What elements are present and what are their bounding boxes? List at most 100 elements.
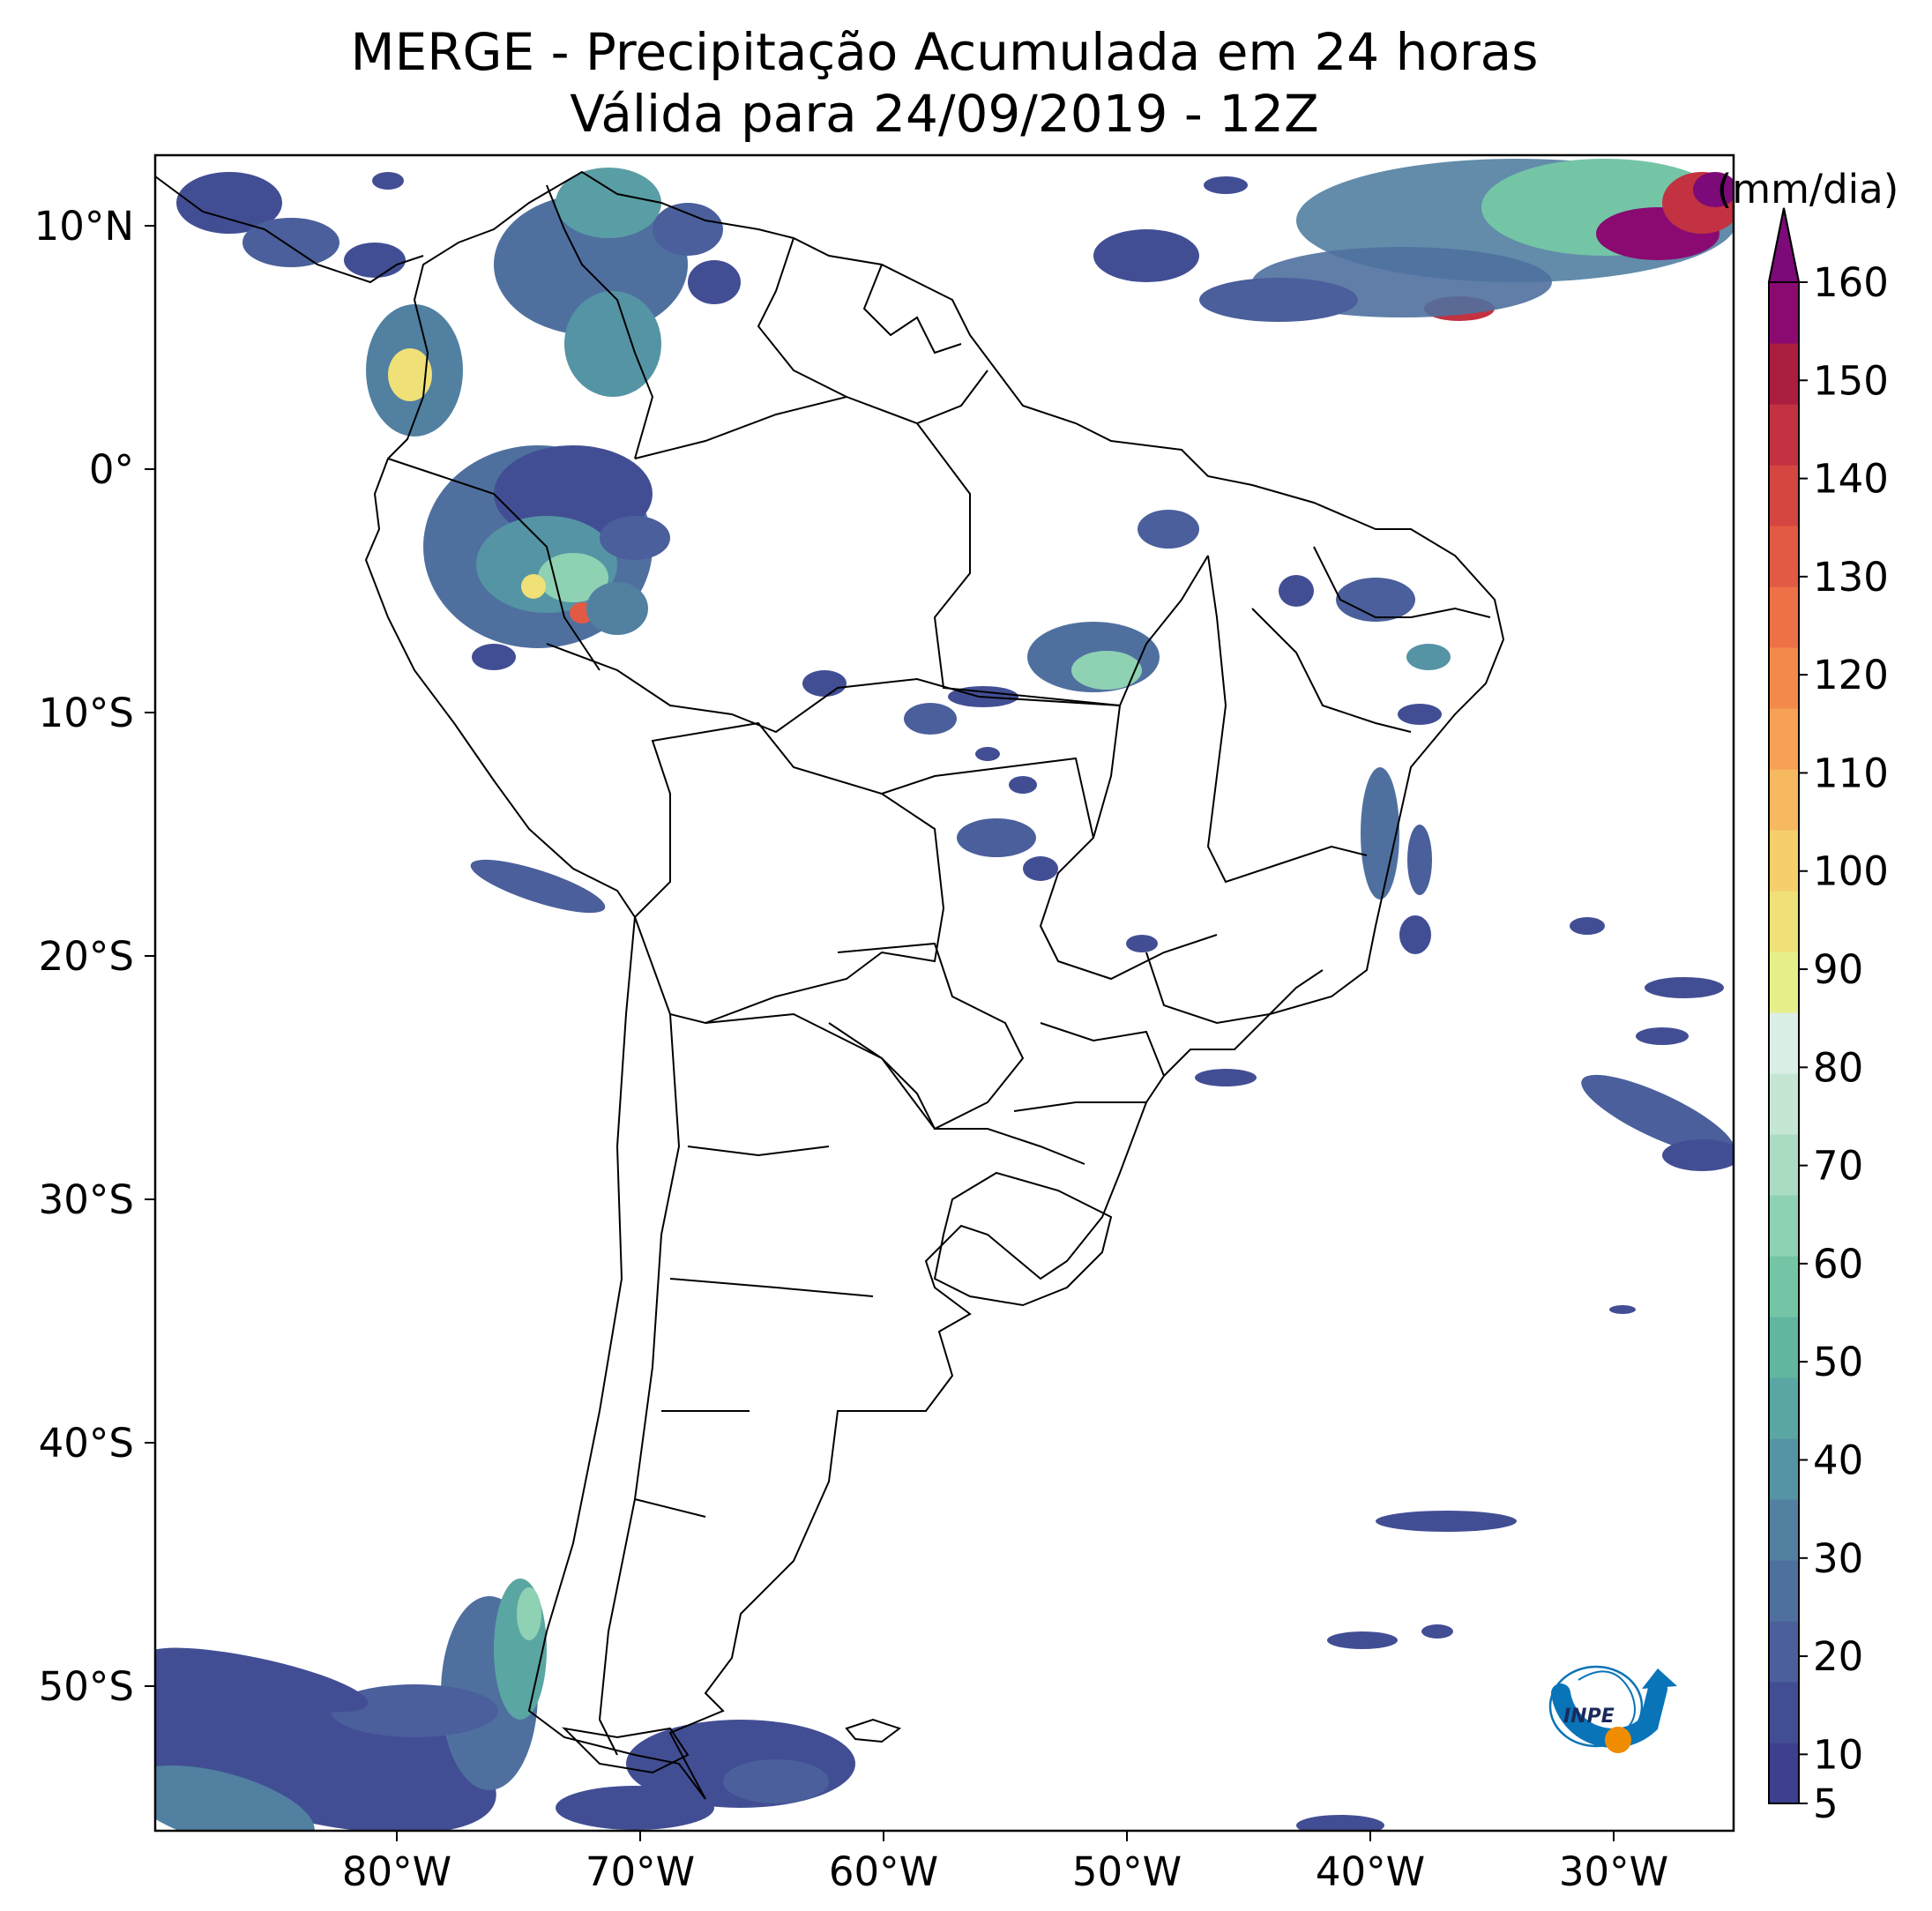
colorbar-segment <box>1769 1682 1799 1743</box>
border-peru-ecuador <box>387 458 600 671</box>
colorbar-tick-label: 60 <box>1813 1241 1863 1288</box>
lon-label-50w: 50°W <box>1072 1848 1182 1895</box>
rain-southern-ocean <box>155 1579 855 1831</box>
colorbar: 510 20 30 40 50 60 70 80 90 100 110 120 130 140 150 160… <box>1717 166 1899 1827</box>
lon-label-80w: 80°W <box>342 1848 451 1895</box>
colorbar-segments <box>1769 282 1799 1804</box>
colorbar-segment <box>1769 343 1799 405</box>
colorbar-extend-arrow <box>1767 207 1801 283</box>
colorbar-segment <box>1769 708 1799 770</box>
colorbar-tick-label: 20 <box>1813 1633 1863 1680</box>
colorbar-tick-label: 110 <box>1813 750 1889 796</box>
colorbar-segment <box>1769 282 1799 344</box>
rain-south-atlantic <box>1296 1074 1734 1831</box>
colorbar-segment <box>1769 647 1799 709</box>
border-uruguay <box>933 1171 1113 1307</box>
border-brazil-north <box>634 370 988 459</box>
colorbar-segment <box>1769 1743 1799 1804</box>
inpe-logo: INPE <box>1548 1665 1677 1753</box>
border-peru-brazil-bolivia <box>546 643 1121 734</box>
colorbar-segment <box>1769 1560 1799 1622</box>
tierra-del-fuego <box>562 1727 690 1774</box>
colorbar-tick-label: 5 <box>1813 1780 1839 1827</box>
colorbar-frame <box>1768 207 1800 1804</box>
latitude-axis <box>145 225 155 1687</box>
border-brazil-states-3 <box>1206 555 1368 884</box>
coastline-and-borders <box>155 170 1505 1800</box>
border-brazil-states-9 <box>1251 608 1412 733</box>
lat-label-50s: 50°S <box>39 1663 134 1710</box>
border-argentina-provinces <box>634 1146 874 1518</box>
border-brazil-states-6 <box>1040 1022 1165 1077</box>
south-america-coastline <box>364 170 1505 1800</box>
rain-northwest <box>176 168 741 437</box>
colorbar-segment <box>1769 1012 1799 1074</box>
colorbar-segment <box>1769 1073 1799 1135</box>
colorbar-segment <box>1769 404 1799 466</box>
rain-north-atlantic <box>1093 159 1734 322</box>
longitude-axis <box>396 1831 1615 1841</box>
lat-label-40s: 40°S <box>39 1420 134 1467</box>
rain-west-amazon <box>423 445 670 670</box>
rain-brazil-interior <box>802 510 1199 952</box>
colorbar-tick-label: 160 <box>1813 259 1889 306</box>
colorbar-segment <box>1769 891 1799 952</box>
map-title: MERGE - Precipitação Acumulada em 24 hor… <box>155 21 1734 145</box>
colorbar-segment <box>1769 1499 1799 1561</box>
colorbar-tick-label: 90 <box>1813 946 1863 993</box>
colorbar-segment <box>1769 1256 1799 1318</box>
lat-label-20s: 20°S <box>39 933 134 980</box>
title-line-1: MERGE - Precipitação Acumulada em 24 hor… <box>350 22 1539 82</box>
colorbar-tick-label: 150 <box>1813 357 1889 404</box>
border-colombia-venezuela <box>546 184 654 459</box>
colorbar-segment <box>1769 1195 1799 1257</box>
colorbar-segment <box>1769 1377 1799 1439</box>
map-frame <box>153 153 1735 1833</box>
lon-label-60w: 60°W <box>829 1848 938 1895</box>
colorbar-tick-label: 80 <box>1813 1044 1863 1091</box>
colorbar-segment <box>1769 1134 1799 1196</box>
inpe-logo-text: INPE <box>1563 1706 1615 1728</box>
rain-pacific <box>470 859 606 914</box>
colorbar-segment <box>1769 952 1799 1013</box>
lat-label-30s: 30°S <box>39 1176 134 1223</box>
precipitation-field <box>155 159 1734 1831</box>
border-paraguay <box>828 942 1025 1131</box>
lon-label-30w: 30°W <box>1559 1848 1668 1895</box>
colorbar-tick-label: 70 <box>1813 1143 1863 1190</box>
colorbar-ticks: 510 20 30 40 50 60 70 80 90 100 110 120 130 140 150 160 <box>1799 259 1889 1827</box>
border-argentina-north <box>705 1012 1085 1165</box>
lon-label-40w: 40°W <box>1316 1848 1425 1895</box>
border-argentina-chile <box>598 916 681 1756</box>
rain-east-coast <box>1195 767 1724 1086</box>
lat-label-10n: 10°N <box>34 203 134 250</box>
border-venezuela-guyana <box>757 237 847 398</box>
colorbar-segment <box>1769 465 1799 526</box>
colorbar-tick-label: 130 <box>1813 554 1889 601</box>
lat-label-10s: 10°S <box>39 690 134 736</box>
lon-label-70w: 70°W <box>586 1848 695 1895</box>
border-brazil-states-5 <box>881 757 1094 839</box>
lat-label-0: 0° <box>89 446 134 493</box>
colorbar-segment <box>1769 1317 1799 1378</box>
border-brazil-states-2 <box>1039 705 1218 981</box>
colorbar-unit: (mm/dia) <box>1717 166 1899 213</box>
colorbar-tick-label: 120 <box>1813 652 1889 698</box>
colorbar-segment <box>1769 586 1799 648</box>
border-brazil-states-4 <box>1145 952 1324 1025</box>
colorbar-tick-label: 10 <box>1813 1731 1863 1778</box>
colorbar-tick-label: 40 <box>1813 1437 1863 1483</box>
title-line-2: Válida para 24/09/2019 - 12Z <box>570 84 1319 144</box>
colorbar-segment <box>1769 1438 1799 1500</box>
colorbar-tick-label: 50 <box>1813 1339 1863 1385</box>
colorbar-tick-label: 140 <box>1813 456 1889 503</box>
central-america-coast <box>155 175 424 284</box>
colorbar-segment <box>1769 526 1799 587</box>
border-brazil-states-8 <box>1313 546 1491 618</box>
border-bolivia <box>634 721 945 1025</box>
border-brazil-states-7 <box>1013 1101 1146 1112</box>
colorbar-segment <box>1769 769 1799 831</box>
latitude-labels: 10°N 0° 10°S 20°S 30°S 40°S 50°S <box>34 203 134 1710</box>
longitude-labels: 80°W 70°W 60°W 50°W 40°W 30°W <box>342 1848 1668 1895</box>
colorbar-tick-label: 30 <box>1813 1535 1863 1582</box>
